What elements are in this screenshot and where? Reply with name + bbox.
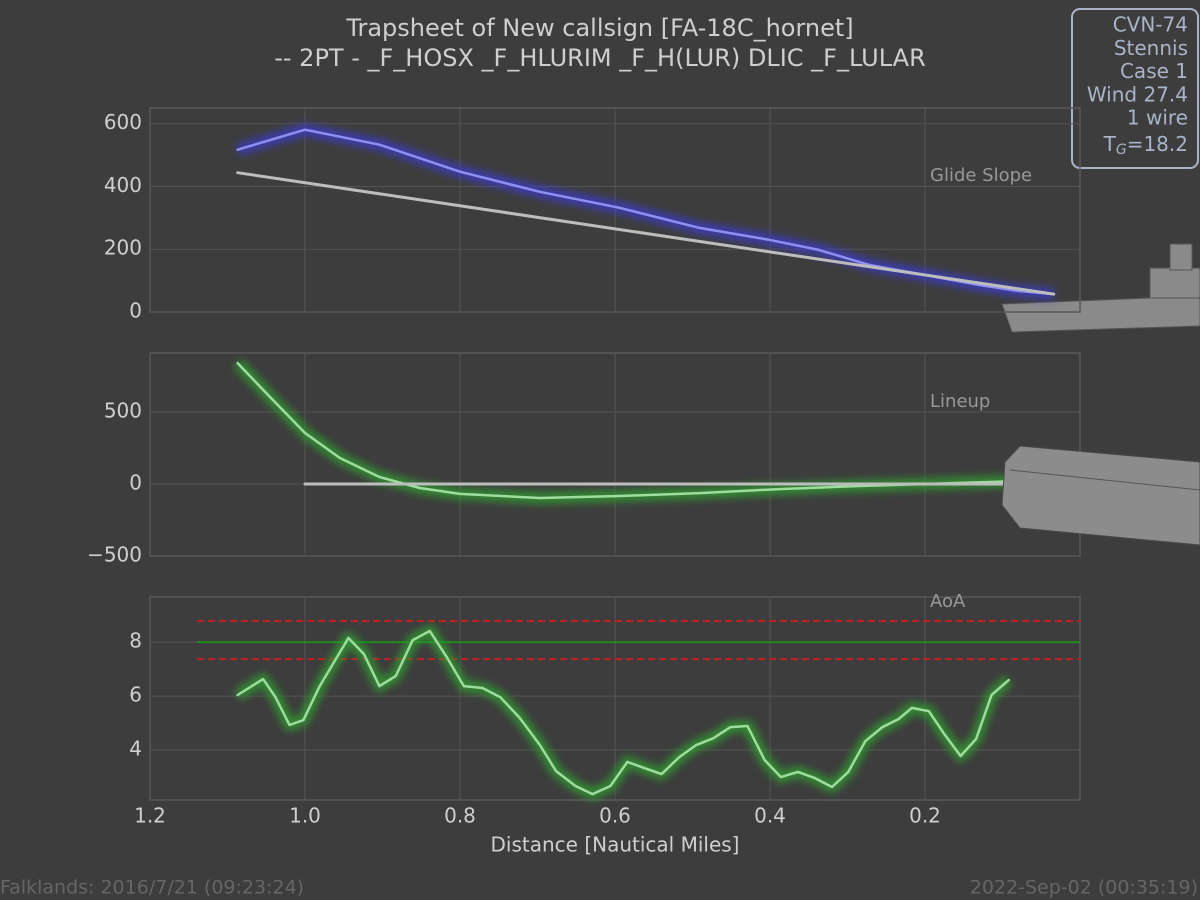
y-tick-label: 500 [104,399,142,423]
title-line: Trapsheet of New callsign [FA-18C_hornet… [345,14,853,42]
footer-right: 2022-Sep-02 (00:35:19) [970,877,1198,899]
x-tick-label: 1.0 [289,804,321,828]
y-tick-label: 4 [129,737,142,761]
info-line: Case 1 [1120,59,1188,83]
footer-left: Falklands: 2016/7/21 (09:23:24) [0,877,304,899]
panel-label: Lineup [930,391,990,412]
series-line [236,128,1055,296]
y-tick-label: 200 [104,236,142,260]
tg-sub: G [1116,142,1127,158]
x-tick-label: 0.4 [754,804,786,828]
info-line: CVN-74 [1113,13,1188,37]
y-tick-label: 400 [104,173,142,197]
x-axis-label: Distance [Nautical Miles] [491,833,740,857]
y-tick-label: −500 [87,543,142,567]
x-tick-label: 0.8 [444,804,476,828]
tg-text: TG=18.2 [1103,132,1188,159]
x-tick-label: 1.2 [134,804,166,828]
tg-rest: =18.2 [1127,132,1188,156]
info-line: Stennis [1114,36,1188,60]
tg-base: T [1103,132,1117,156]
y-tick-label: 8 [129,629,142,653]
carrier-side [1001,243,1200,333]
panel-label: AoA [930,591,966,612]
series-line [236,629,1010,796]
series-line [236,171,1056,296]
y-tick-label: 0 [129,299,142,323]
y-tick-label: 6 [129,683,142,707]
carrier-top [1001,445,1200,546]
y-tick-label: 600 [104,110,142,134]
title-line: -- 2PT - _F_HOSX _F_HLURIM _F_H(LUR) DLI… [274,44,926,72]
series-line [236,361,1055,500]
info-line: Wind 27.4 [1087,82,1188,106]
info-line: 1 wire [1127,106,1188,130]
x-tick-label: 0.6 [599,804,631,828]
y-tick-label: 0 [129,471,142,495]
panel-label: Glide Slope [930,165,1032,186]
info-box [1071,8,1199,169]
x-tick-label: 0.2 [909,804,941,828]
